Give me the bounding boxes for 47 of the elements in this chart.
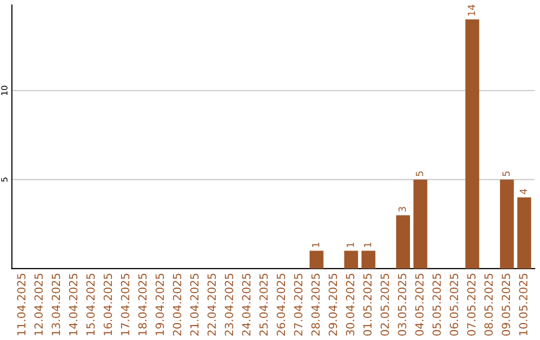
x-tick-label: 18.04.2025	[138, 274, 147, 336]
bar	[362, 250, 376, 269]
x-tick-label: 20.04.2025	[172, 274, 182, 336]
x-tick-label: 10.05.2025	[519, 274, 528, 336]
x-tick-label: 08.05.2025	[484, 274, 493, 336]
bar	[465, 19, 480, 269]
x-tick-label: 04.05.2025	[415, 274, 424, 336]
x-tick-label: 01.05.2025	[363, 274, 372, 336]
x-tick-label: 11.04.2025	[17, 274, 26, 336]
x-tick-label: 26.04.2025	[276, 274, 286, 336]
x-tick-label: 28.04.2025	[311, 274, 320, 336]
bar	[413, 180, 428, 269]
data-label: 1	[364, 242, 372, 247]
x-tick-label: 05.05.2025	[432, 274, 441, 336]
bar	[500, 180, 514, 269]
y-tick-label: 10	[1, 86, 8, 95]
bar	[517, 197, 532, 269]
x-tick-label: 23.04.2025	[224, 274, 234, 336]
x-tick-label: 06.05.2025	[450, 274, 458, 336]
data-label: 5	[502, 171, 510, 176]
x-tick-label: 14.04.2025	[69, 274, 78, 336]
x-tick-label: 19.04.2025	[156, 274, 164, 336]
x-tick-label: 25.04.2025	[259, 274, 268, 336]
x-tick-label: 21.04.2025	[190, 274, 199, 336]
bar	[310, 250, 324, 269]
data-label: 5	[416, 171, 424, 176]
data-label: 14	[468, 4, 475, 16]
data-label: 3	[398, 207, 406, 212]
x-tick-label: 22.04.2025	[207, 274, 216, 336]
x-tick-label: 27.04.2025	[294, 274, 302, 336]
x-tick-label: 24.04.2025	[242, 274, 250, 336]
bar	[396, 215, 410, 269]
bar	[344, 250, 358, 269]
data-label: 4	[520, 188, 527, 194]
x-tick-label: 03.05.2025	[398, 274, 406, 336]
x-tick-label: 12.04.2025	[34, 274, 43, 336]
x-tick-label: 13.04.2025	[52, 274, 60, 336]
data-label: 1	[312, 242, 320, 247]
x-tick-label: 30.04.2025	[346, 274, 354, 336]
x-tick-label: 16.04.2025	[104, 274, 112, 336]
x-tick-label: 07.05.2025	[467, 274, 476, 336]
x-tick-label: 02.05.2025	[380, 274, 389, 336]
x-tick-label: 09.05.2025	[502, 274, 510, 336]
data-label: 1	[346, 242, 354, 247]
x-tick-label: 15.04.2025	[86, 274, 95, 336]
x-tick-label: 17.04.2025	[120, 274, 130, 336]
x-tick-label: 29.04.2025	[328, 274, 338, 336]
